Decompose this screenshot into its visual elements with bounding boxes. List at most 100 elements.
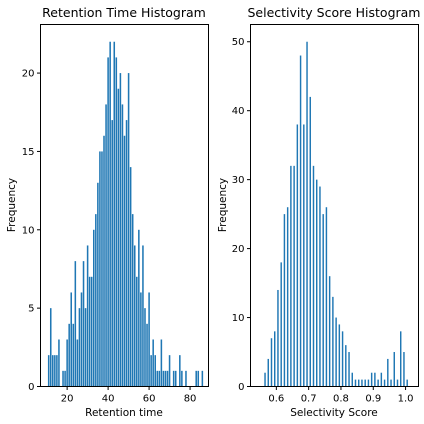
x-axis-label: Retention time — [85, 407, 163, 419]
histogram-bar — [150, 355, 152, 387]
histogram-bar — [125, 120, 128, 387]
histogram-bar — [380, 372, 383, 387]
histogram-bar — [296, 124, 299, 387]
histogram-bar — [129, 167, 132, 387]
histogram-bar — [181, 370, 183, 387]
histogram-bar — [70, 292, 72, 387]
histogram-bar — [283, 214, 286, 387]
plot-frame — [250, 24, 419, 387]
histogram-bar — [119, 73, 122, 387]
y-tick-label: 0 — [238, 382, 244, 393]
selectivity-score-histogram: Selectivity Score Histogram 0.6 0.7 0.8 0.9… — [217, 5, 421, 419]
histogram-bar — [306, 41, 308, 387]
x-tick-label: 20 — [61, 394, 74, 405]
histogram-bar — [400, 331, 402, 387]
histogram-bar — [58, 339, 60, 387]
histogram-bar — [133, 245, 136, 387]
x-axis-ticks: 20 40 60 80 — [61, 386, 196, 405]
y-tick-label: 20 — [22, 69, 35, 80]
histogram-bar — [101, 151, 103, 387]
y-tick-label: 0 — [28, 382, 34, 393]
histogram-bar — [109, 41, 111, 387]
x-tick-label: 0.9 — [365, 394, 381, 405]
histogram-bar — [374, 372, 376, 387]
y-tick-label: 50 — [232, 37, 245, 48]
histogram-bar — [341, 331, 344, 387]
histogram-bar — [345, 345, 347, 387]
histogram-bar — [86, 245, 89, 387]
histogram-bar — [293, 165, 295, 387]
histogram-bar — [152, 339, 154, 387]
histogram-bar — [117, 88, 120, 387]
y-tick-label: 15 — [22, 147, 35, 158]
histogram-bar — [179, 355, 181, 387]
histogram-bar — [270, 338, 273, 387]
histogram-bar — [158, 370, 161, 387]
histogram-bar — [76, 339, 79, 387]
histogram-bar — [280, 262, 282, 387]
histogram-bar — [348, 352, 350, 387]
histogram-bar — [56, 355, 58, 387]
histogram-bar — [74, 261, 77, 387]
histogram-bar — [136, 276, 138, 387]
histogram-bars — [47, 41, 204, 387]
histogram-bar — [144, 308, 146, 387]
histogram-bar — [197, 370, 200, 387]
histogram-bar — [82, 261, 85, 387]
histogram-bar — [168, 355, 171, 387]
x-tick-label: 0.6 — [268, 394, 284, 405]
x-tick-label: 40 — [102, 394, 115, 405]
histogram-bar — [264, 372, 266, 387]
histogram-bar — [72, 323, 75, 387]
y-axis-ticks: 0 10 20 30 40 50 — [232, 37, 251, 393]
histogram-bar — [52, 355, 54, 387]
histogram-bar — [328, 276, 331, 387]
histogram-bar — [88, 276, 91, 387]
histogram-bar — [325, 207, 328, 387]
histogram-bar — [148, 292, 150, 387]
histogram-bar — [383, 379, 386, 387]
histogram-bar — [185, 370, 187, 387]
x-tick-label: 1.0 — [398, 394, 414, 405]
histogram-bar — [162, 370, 165, 387]
histogram-bar — [113, 41, 116, 387]
x-axis-label: Selectivity Score — [290, 407, 378, 419]
histogram-bar — [267, 358, 269, 387]
histogram-bar — [361, 379, 363, 387]
histogram-bar — [90, 276, 93, 387]
histogram-bar — [338, 324, 341, 387]
histogram-bar — [64, 370, 66, 387]
histogram-bar — [358, 379, 360, 387]
histogram-bar — [319, 186, 321, 387]
x-tick-label: 0.8 — [333, 394, 349, 405]
x-axis-ticks: 0.6 0.7 0.8 0.9 1.0 — [268, 386, 414, 405]
histogram-bar — [290, 165, 292, 387]
histogram-bar — [47, 355, 50, 387]
histogram-bar — [377, 379, 379, 387]
histogram-bar — [93, 229, 95, 387]
histogram-bar — [406, 379, 408, 387]
histogram-bar — [387, 358, 389, 387]
histogram-bar — [367, 379, 370, 387]
y-tick-label: 5 — [28, 304, 34, 315]
y-axis-ticks: 0 5 10 15 20 — [22, 69, 41, 393]
histogram-bar — [393, 352, 395, 387]
histogram-bar — [201, 370, 204, 387]
y-tick-label: 10 — [232, 313, 245, 324]
histogram-bar — [99, 151, 101, 387]
histogram-bar — [172, 370, 175, 387]
histogram-bar — [299, 55, 302, 387]
histogram-bar — [138, 229, 140, 387]
y-tick-label: 20 — [232, 244, 245, 255]
histogram-bar — [354, 379, 357, 387]
histogram-bar — [107, 57, 109, 387]
histogram-bar — [154, 355, 156, 387]
histogram-bar — [403, 352, 405, 387]
x-tick-label: 0.7 — [301, 394, 317, 405]
histogram-bar — [160, 339, 163, 387]
histogram-bar — [95, 214, 97, 387]
histogram-bar — [364, 379, 366, 387]
y-tick-label: 30 — [232, 175, 245, 186]
histogram-bar — [111, 120, 113, 387]
